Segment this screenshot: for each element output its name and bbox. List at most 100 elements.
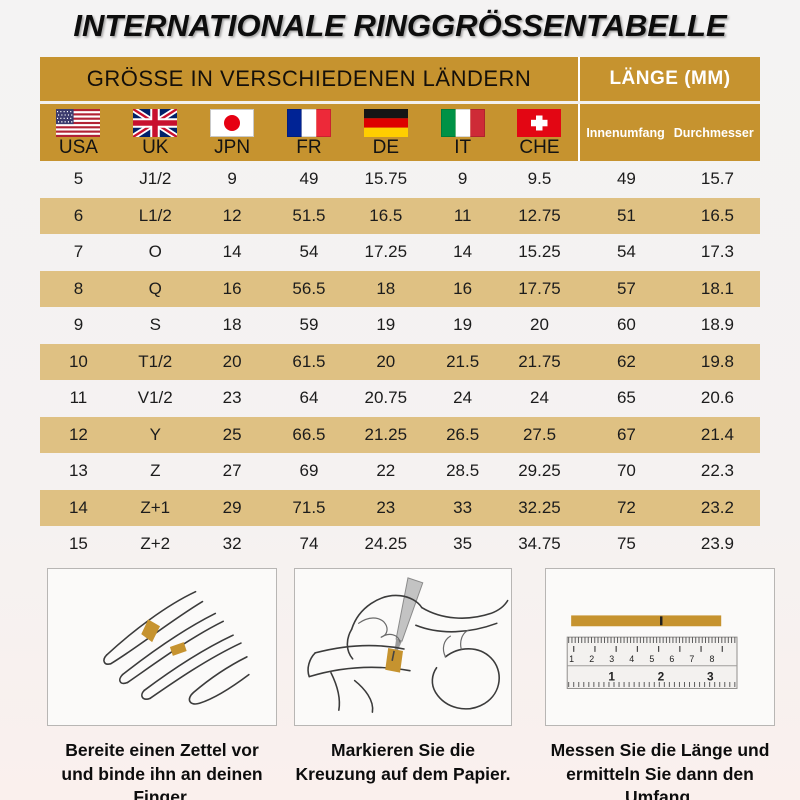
cell-usa: 12 — [68, 424, 88, 444]
cell-usa: 6 — [73, 205, 84, 225]
cell-che: 24 — [530, 388, 549, 408]
cell-fr: 51.5 — [292, 205, 326, 225]
cell-innenumfang: 67 — [616, 424, 636, 444]
cell-che: 12.75 — [518, 205, 561, 225]
cell-innenumfang: 75 — [616, 534, 636, 554]
hand-with-paper-strip-illustration — [103, 590, 250, 705]
flags-row: USA UK JPN FR DE IT CHE Innenumfang Durchmesse… — [40, 104, 760, 161]
cell-uk: V1/2 — [137, 388, 173, 408]
cell-fr: 69 — [299, 461, 319, 481]
cell-de: 19 — [376, 315, 396, 335]
svg-text:5: 5 — [649, 654, 654, 664]
cell-innenumfang: 54 — [616, 242, 636, 262]
cell-de: 18 — [376, 278, 396, 298]
country-code-label: IT — [454, 137, 472, 159]
cell-uk: T1/2 — [138, 351, 173, 371]
ruler-measuring-illustration: 1 2 3 4 5 6 7 8 1 2 3 — [566, 615, 738, 689]
cell-jpn: 29 — [222, 497, 242, 517]
uk-flag-icon — [133, 109, 178, 138]
cell-it: 28.5 — [446, 461, 480, 481]
svg-text:3: 3 — [609, 654, 614, 664]
cell-durchmesser: 20.6 — [700, 388, 734, 408]
cell-fr: 49 — [299, 169, 319, 189]
cell-durchmesser: 23.2 — [700, 497, 734, 517]
cell-jpn: 27 — [222, 461, 242, 481]
table-row: 15 Z+2 32 74 24.25 35 34.75 75 23.9 — [40, 526, 760, 563]
cell-fr: 74 — [299, 534, 319, 554]
cell-it: 26.5 — [446, 424, 480, 444]
gold-paper-strip — [141, 619, 161, 643]
country-code-label: DE — [372, 137, 399, 159]
step-1: Bereite einen Zettel vor und binde ihn a… — [47, 568, 277, 800]
svg-text:6: 6 — [669, 654, 674, 664]
cell-jpn: 12 — [222, 205, 242, 225]
header-sizes-label: GRÖSSE IN VERSCHIEDENEN LÄNDERN — [40, 57, 578, 101]
svg-text:8: 8 — [709, 654, 714, 664]
cell-jpn: 23 — [222, 388, 242, 408]
cell-innenumfang: 49 — [616, 169, 636, 189]
cell-fr: 54 — [299, 242, 319, 262]
table-row: 9 S 18 59 19 19 20 60 18.9 — [40, 307, 760, 344]
cell-che: 15.25 — [518, 242, 561, 262]
usa-flag-icon — [56, 109, 101, 138]
cell-it: 16 — [453, 278, 473, 298]
ruler-icon: 1 2 3 4 5 6 7 8 1 2 3 — [566, 636, 738, 689]
cell-usa: 7 — [73, 242, 84, 262]
svg-text:7: 7 — [689, 654, 694, 664]
svg-text:1: 1 — [569, 654, 574, 664]
cell-innenumfang: 60 — [616, 315, 636, 335]
table-row: 10 T1/2 20 61.5 20 21.5 21.75 62 19.8 — [40, 343, 760, 380]
cell-che: 34.75 — [518, 534, 561, 554]
cell-jpn: 32 — [222, 534, 242, 554]
cell-it: 19 — [453, 315, 473, 335]
country-columns: USA UK JPN FR DE IT CHE — [40, 104, 578, 161]
cell-uk: Q — [148, 278, 162, 298]
cell-de: 21.25 — [364, 424, 408, 444]
cell-de: 20.75 — [364, 388, 408, 408]
mm-columns: Innenumfang Durchmesser — [578, 104, 760, 161]
country-column-fr: FR — [271, 104, 348, 161]
table-row: 5 J1/2 9 49 15.75 9 9.5 49 15.7 — [40, 161, 760, 198]
cell-it: 33 — [453, 497, 473, 517]
svg-text:2: 2 — [589, 654, 594, 664]
cell-jpn: 9 — [227, 169, 237, 189]
cell-innenumfang: 72 — [616, 497, 636, 517]
cell-fr: 56.5 — [292, 278, 326, 298]
page-title: INTERNATIONALE RINGGRÖSSENTABELLE — [73, 8, 727, 43]
mark-crossing-with-pen-illustration — [306, 577, 508, 713]
japan-flag-icon — [210, 109, 255, 138]
cell-durchmesser: 15.7 — [700, 169, 734, 189]
header-length-label: LÄNGE (MM) — [578, 57, 760, 101]
cell-fr: 64 — [299, 388, 319, 408]
cell-fr: 71.5 — [292, 497, 326, 517]
cell-che: 20 — [530, 315, 549, 335]
country-column-usa: USA — [40, 104, 117, 161]
cell-it: 11 — [453, 205, 472, 225]
country-code-label: CHE — [519, 137, 560, 159]
gold-ring-strip — [384, 647, 403, 673]
cell-uk: S — [149, 315, 161, 335]
svg-text:2: 2 — [658, 670, 665, 684]
cell-innenumfang: 51 — [616, 205, 636, 225]
cell-usa: 15 — [68, 534, 88, 554]
gold-paper-strip-end — [169, 642, 187, 656]
cell-usa: 8 — [73, 278, 84, 298]
cell-it: 21.5 — [446, 351, 480, 371]
france-flag-icon — [286, 109, 331, 138]
cell-it: 24 — [453, 388, 473, 408]
cell-usa: 11 — [69, 388, 88, 408]
cell-che: 21.75 — [518, 351, 561, 371]
table-row: 11 V1/2 23 64 20.75 24 24 65 20.6 — [40, 380, 760, 417]
ruler-inch-labels: 1 2 3 — [608, 670, 714, 684]
cell-uk: O — [148, 242, 162, 262]
ruler-cm-labels: 1 2 3 4 5 6 7 8 — [569, 654, 714, 664]
pen-mark — [390, 650, 395, 661]
cell-fr: 61.5 — [292, 351, 326, 371]
cell-de: 17.25 — [364, 242, 408, 262]
strip-mark — [660, 616, 663, 626]
cell-innenumfang: 62 — [616, 351, 636, 371]
step-3: 1 2 3 4 5 6 7 8 1 2 3 Messen Sie die Länge und er… — [545, 568, 775, 800]
step-1-image-box — [47, 568, 277, 726]
cell-it: 9 — [457, 169, 468, 189]
cell-de: 23 — [376, 497, 396, 517]
